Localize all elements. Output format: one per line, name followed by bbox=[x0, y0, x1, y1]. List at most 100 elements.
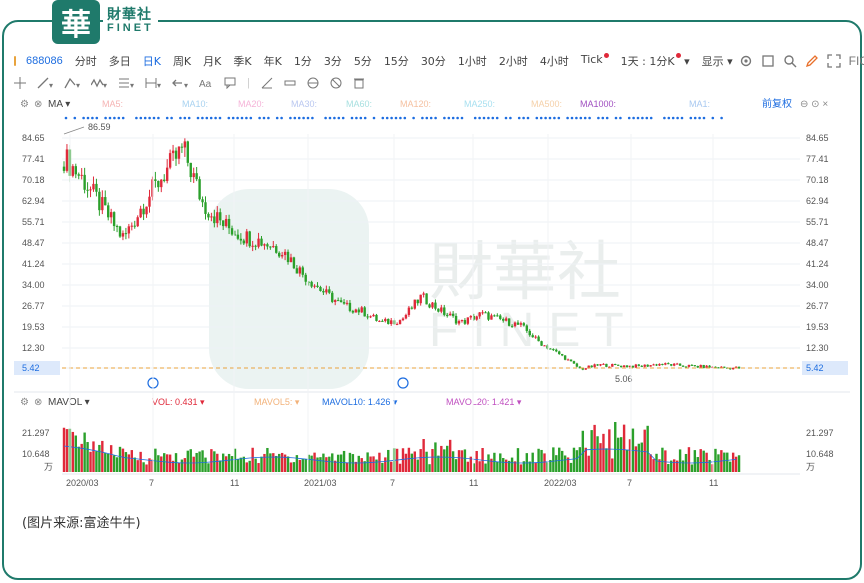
candle-body[interactable] bbox=[699, 364, 702, 368]
event-marker[interactable] bbox=[522, 116, 525, 120]
event-marker[interactable] bbox=[605, 116, 609, 120]
volume-bar[interactable] bbox=[717, 454, 720, 472]
wave-icon[interactable]: ▾ bbox=[91, 77, 107, 89]
volume-bar[interactable] bbox=[342, 450, 346, 472]
volume-bar[interactable] bbox=[313, 452, 316, 472]
volume-bar[interactable] bbox=[257, 463, 260, 472]
candle-body[interactable] bbox=[522, 323, 526, 326]
event-marker[interactable] bbox=[143, 116, 147, 120]
event-marker[interactable] bbox=[381, 116, 385, 120]
candle-body[interactable] bbox=[419, 294, 422, 304]
event-marker[interactable] bbox=[183, 116, 187, 120]
candle-body[interactable] bbox=[71, 166, 75, 176]
candle-body[interactable] bbox=[407, 307, 411, 315]
candle-body[interactable] bbox=[549, 348, 552, 350]
volume-bar[interactable] bbox=[298, 459, 302, 472]
event-marker[interactable] bbox=[535, 116, 539, 120]
volume-bar[interactable] bbox=[336, 454, 340, 472]
candle-body[interactable] bbox=[596, 364, 599, 366]
candle-body[interactable] bbox=[431, 302, 434, 308]
candle-body[interactable] bbox=[210, 216, 213, 218]
volume-bar[interactable] bbox=[687, 447, 691, 472]
volume-bar[interactable] bbox=[136, 460, 139, 472]
search-icon[interactable] bbox=[783, 54, 797, 68]
volume-bar[interactable] bbox=[98, 444, 101, 472]
candle-body[interactable] bbox=[566, 359, 570, 361]
candle-body[interactable] bbox=[334, 300, 337, 302]
candle-body[interactable] bbox=[723, 366, 726, 368]
candle-body[interactable] bbox=[448, 313, 452, 316]
candle-body[interactable] bbox=[269, 246, 272, 248]
delete-icon[interactable] bbox=[353, 77, 365, 89]
volume-bar[interactable] bbox=[148, 458, 151, 472]
kline-chart[interactable]: 財華社 FINET ⚙ ⊗ MA ▾ MA5: MA10: MA20: MA30: MA60: MA… bbox=[14, 94, 850, 494]
volume-bar[interactable] bbox=[690, 464, 694, 472]
event-marker[interactable] bbox=[583, 116, 587, 120]
event-marker[interactable] bbox=[579, 116, 583, 120]
event-marker[interactable] bbox=[73, 116, 77, 120]
event-marker[interactable] bbox=[619, 116, 622, 120]
volume-bar[interactable] bbox=[236, 459, 240, 472]
candle-body[interactable] bbox=[387, 318, 390, 324]
volume-bar[interactable] bbox=[316, 457, 319, 472]
candle-body[interactable] bbox=[560, 354, 564, 356]
volume-bar[interactable] bbox=[534, 462, 537, 472]
event-marker[interactable] bbox=[544, 116, 547, 120]
event-marker[interactable] bbox=[341, 116, 345, 120]
event-marker[interactable] bbox=[355, 116, 358, 120]
event-marker[interactable] bbox=[179, 116, 182, 120]
period-tab[interactable]: 1分 bbox=[293, 55, 312, 68]
candle-body[interactable] bbox=[678, 363, 682, 366]
volume-bar[interactable] bbox=[670, 460, 673, 472]
volume-bar[interactable] bbox=[490, 458, 493, 472]
volume-bar[interactable] bbox=[369, 456, 372, 472]
candle-body[interactable] bbox=[693, 365, 697, 367]
candle-body[interactable] bbox=[510, 325, 514, 327]
candle-body[interactable] bbox=[513, 322, 517, 327]
candle-body[interactable] bbox=[516, 322, 520, 325]
magnet-icon[interactable] bbox=[307, 77, 319, 89]
event-marker[interactable] bbox=[399, 116, 402, 120]
candle-body[interactable] bbox=[230, 228, 234, 235]
volume-bar[interactable] bbox=[266, 447, 269, 472]
event-marker[interactable] bbox=[302, 116, 305, 120]
candle-body[interactable] bbox=[160, 179, 163, 188]
volume-bar[interactable] bbox=[283, 454, 287, 472]
candle-body[interactable] bbox=[472, 315, 475, 320]
event-marker[interactable] bbox=[557, 116, 561, 120]
event-marker[interactable] bbox=[539, 116, 543, 120]
candle-body[interactable] bbox=[687, 364, 691, 367]
volume-bar[interactable] bbox=[519, 464, 523, 472]
fullscreen-icon[interactable] bbox=[827, 54, 841, 68]
volume-bar[interactable] bbox=[537, 448, 540, 472]
candle-body[interactable] bbox=[263, 244, 266, 246]
volume-bar[interactable] bbox=[401, 448, 405, 472]
event-marker[interactable] bbox=[333, 116, 336, 120]
candle-body[interactable] bbox=[563, 355, 567, 360]
candle-body[interactable] bbox=[572, 361, 576, 364]
event-marker[interactable] bbox=[478, 116, 481, 120]
candle-body[interactable] bbox=[608, 366, 611, 368]
volume-bar[interactable] bbox=[366, 452, 369, 472]
event-marker[interactable] bbox=[205, 116, 209, 120]
candle-body[interactable] bbox=[375, 314, 378, 321]
candle-body[interactable] bbox=[631, 365, 635, 368]
candle-body[interactable] bbox=[708, 365, 711, 368]
candle-body[interactable] bbox=[404, 314, 408, 319]
volume-bar[interactable] bbox=[74, 435, 77, 472]
candle-body[interactable] bbox=[115, 226, 119, 228]
volume-bar[interactable] bbox=[101, 440, 104, 472]
candle-body[interactable] bbox=[499, 315, 502, 319]
candle-body[interactable] bbox=[507, 318, 511, 326]
volume-bar[interactable] bbox=[130, 450, 133, 472]
candle-body[interactable] bbox=[731, 367, 735, 370]
event-marker[interactable] bbox=[121, 116, 125, 120]
candle-body[interactable] bbox=[360, 307, 363, 313]
candle-body[interactable] bbox=[248, 231, 251, 247]
volume-bar[interactable] bbox=[466, 461, 470, 472]
event-marker[interactable] bbox=[570, 116, 574, 120]
candle-body[interactable] bbox=[62, 166, 66, 171]
candle-body[interactable] bbox=[684, 366, 688, 368]
event-marker[interactable] bbox=[262, 116, 266, 120]
candle-body[interactable] bbox=[619, 365, 623, 368]
